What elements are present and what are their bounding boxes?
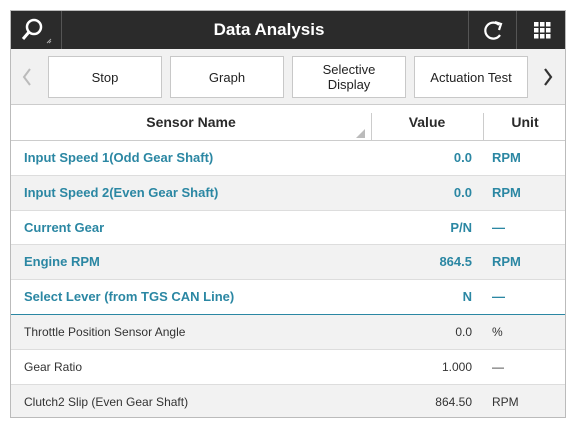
sensor-unit: RPM — [492, 254, 521, 270]
table-row[interactable]: Input Speed 2(Even Gear Shaft) 0.0 RPM — [11, 175, 565, 211]
sensor-unit: RPM — [492, 184, 521, 200]
scroll-right[interactable] — [531, 49, 566, 105]
separator — [483, 113, 484, 141]
sensor-value: 0.0 — [453, 184, 472, 200]
sensor-unit: — — [492, 289, 505, 305]
toolbar-button[interactable]: Stop — [48, 56, 162, 98]
sensor-unit: — — [492, 219, 505, 235]
sensor-unit: % — [492, 325, 503, 339]
sensor-name: Gear Ratio — [24, 359, 83, 374]
column-header[interactable]: Value — [408, 114, 446, 130]
table-row[interactable]: Gear Ratio 1.000 — — [11, 349, 565, 385]
separator — [61, 11, 62, 49]
toolbar-button[interactable]: Actuation Test — [414, 56, 528, 98]
toolbar-button[interactable]: Graph — [170, 56, 284, 98]
table-row[interactable]: Input Speed 1(Odd Gear Shaft) 0.0 RPM — [11, 141, 565, 176]
sensor-name: Input Speed 2(Even Gear Shaft) — [24, 184, 219, 200]
sensor-value: P/N — [450, 219, 472, 235]
sensor-value: 0.0 — [455, 325, 472, 339]
sensor-name: Engine RPM — [24, 254, 100, 270]
sensor-value: N — [462, 289, 472, 305]
title: Data Analysis — [213, 20, 325, 39]
scroll-left[interactable] — [11, 49, 43, 105]
table-row[interactable]: Current Gear P/N — — [11, 210, 565, 246]
sensor-value: 864.50 — [435, 394, 472, 409]
toolbar-button[interactable]: Selective Display — [292, 56, 406, 98]
table-row[interactable]: Engine RPM 864.5 RPM — [11, 245, 565, 281]
search-button[interactable] — [11, 11, 61, 49]
resize-handle — [356, 129, 365, 138]
column-header[interactable]: Sensor Name — [146, 114, 236, 130]
sensor-name: Throttle Position Sensor Angle — [24, 325, 186, 339]
table-row[interactable]: Select Lever (from TGS CAN Line) N — — [11, 280, 565, 315]
table-row[interactable]: Throttle Position Sensor Angle 0.0% — [11, 315, 565, 350]
app-window: Data Analysis Stop Graph Selective Display… — [10, 10, 566, 418]
sensor-value: 0.0 — [453, 150, 472, 165]
table-header: Sensor Name Value Unit — [11, 105, 565, 141]
sensor-value: 864.5 — [439, 254, 472, 270]
sensor-name: Input Speed 1(Odd Gear Shaft) — [24, 150, 214, 165]
top-bar: Data Analysis — [11, 11, 566, 49]
sensor-name: Current Gear — [24, 219, 105, 235]
sensor-value: 1.000 — [441, 359, 472, 374]
separator — [371, 113, 372, 141]
separator — [516, 11, 517, 49]
column-header[interactable]: Unit — [511, 114, 539, 130]
table-row[interactable]: Clutch2 Slip (Even Gear Shaft) 864.50 RPM — [11, 384, 565, 417]
menu-grid-button[interactable] — [517, 11, 566, 49]
sensor-name: Select Lever (from TGS CAN Line) — [24, 289, 235, 305]
refresh-button[interactable] — [469, 11, 516, 49]
toolbar: Stop Graph Selective Display Actuation Test — [11, 49, 566, 105]
sensor-name: Clutch2 Slip (Even Gear Shaft) — [24, 394, 189, 409]
sensor-unit: — — [492, 359, 504, 374]
separator — [468, 11, 469, 49]
sensor-unit: RPM — [492, 150, 521, 165]
sensor-unit: RPM — [492, 394, 519, 409]
